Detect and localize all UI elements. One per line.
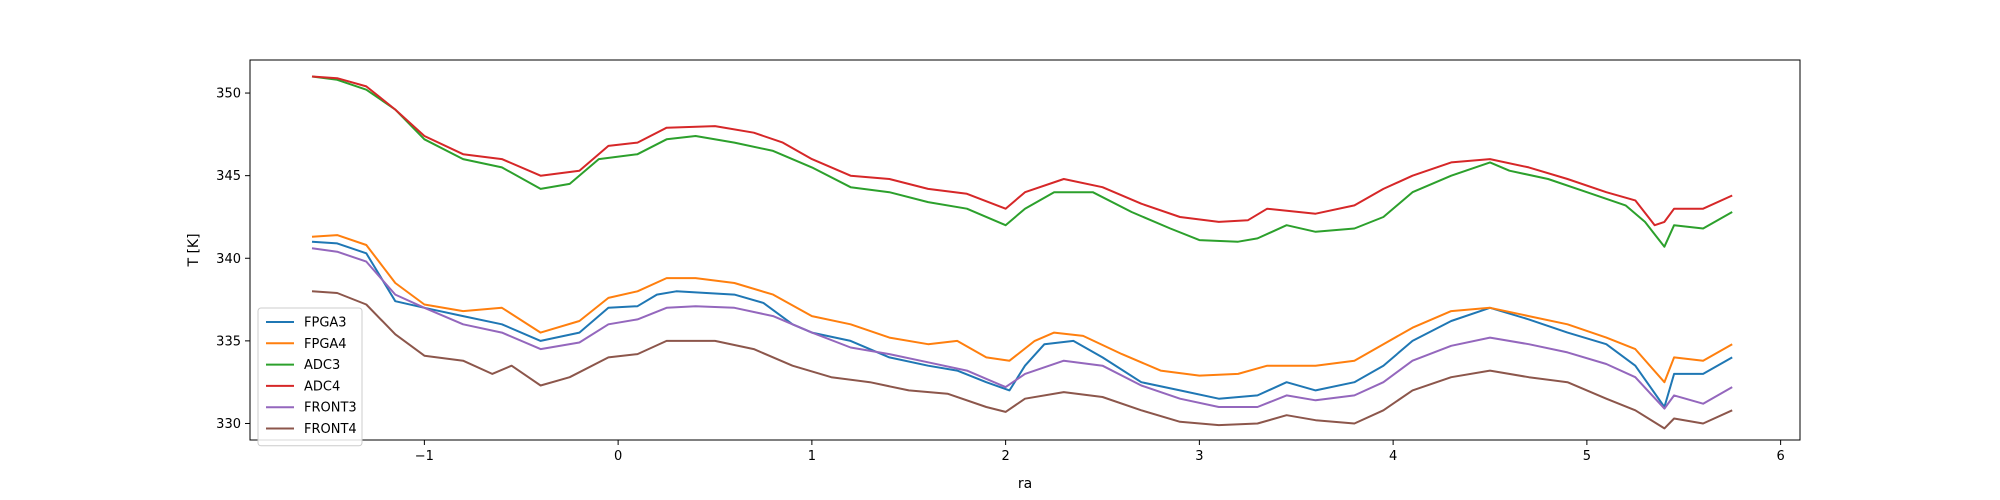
y-tick-label: 340 xyxy=(216,252,241,267)
y-tick-label: 335 xyxy=(216,334,241,349)
series-line-adc4 xyxy=(311,75,1733,227)
legend-label-front3: FRONT3 xyxy=(304,401,357,416)
x-tick-label: 1 xyxy=(808,449,816,464)
legend-label-fpga4: FPGA4 xyxy=(304,337,347,352)
x-tick-label: 3 xyxy=(1195,449,1203,464)
legend-label-adc4: ADC4 xyxy=(304,379,340,394)
x-tick-label: 6 xyxy=(1776,449,1784,464)
series-layer xyxy=(311,75,1733,430)
y-tick-label: 345 xyxy=(216,169,241,184)
y-axis-label: T [K] xyxy=(186,233,202,267)
plot-area xyxy=(250,60,1800,440)
legend-label-fpga3: FPGA3 xyxy=(304,316,347,331)
x-tick-label: 2 xyxy=(1001,449,1009,464)
x-tick-label: 4 xyxy=(1389,449,1397,464)
x-tick-label: 5 xyxy=(1583,449,1591,464)
series-line-front3 xyxy=(311,247,1733,410)
legend-label-front4: FRONT4 xyxy=(304,422,357,437)
y-tick-label: 330 xyxy=(216,417,241,432)
y-tick-label: 350 xyxy=(216,87,241,102)
x-axis-label: ra xyxy=(1018,476,1032,492)
x-tick-label: −1 xyxy=(415,449,434,464)
series-line-front4 xyxy=(311,290,1733,430)
legend: FPGA3 FPGA4 ADC3 ADC4 FRONT3 FRONT4 xyxy=(257,307,363,447)
plot-frame xyxy=(249,59,1801,441)
x-axis-ticks: −1 0 1 2 3 4 5 6 xyxy=(415,440,1785,464)
series-line-adc3 xyxy=(311,75,1733,248)
series-line-fpga4 xyxy=(311,234,1733,384)
y-axis-ticks: 330 335 340 345 350 xyxy=(216,87,250,432)
legend-label-adc3: ADC3 xyxy=(304,358,340,373)
x-tick-label: 0 xyxy=(614,449,622,464)
